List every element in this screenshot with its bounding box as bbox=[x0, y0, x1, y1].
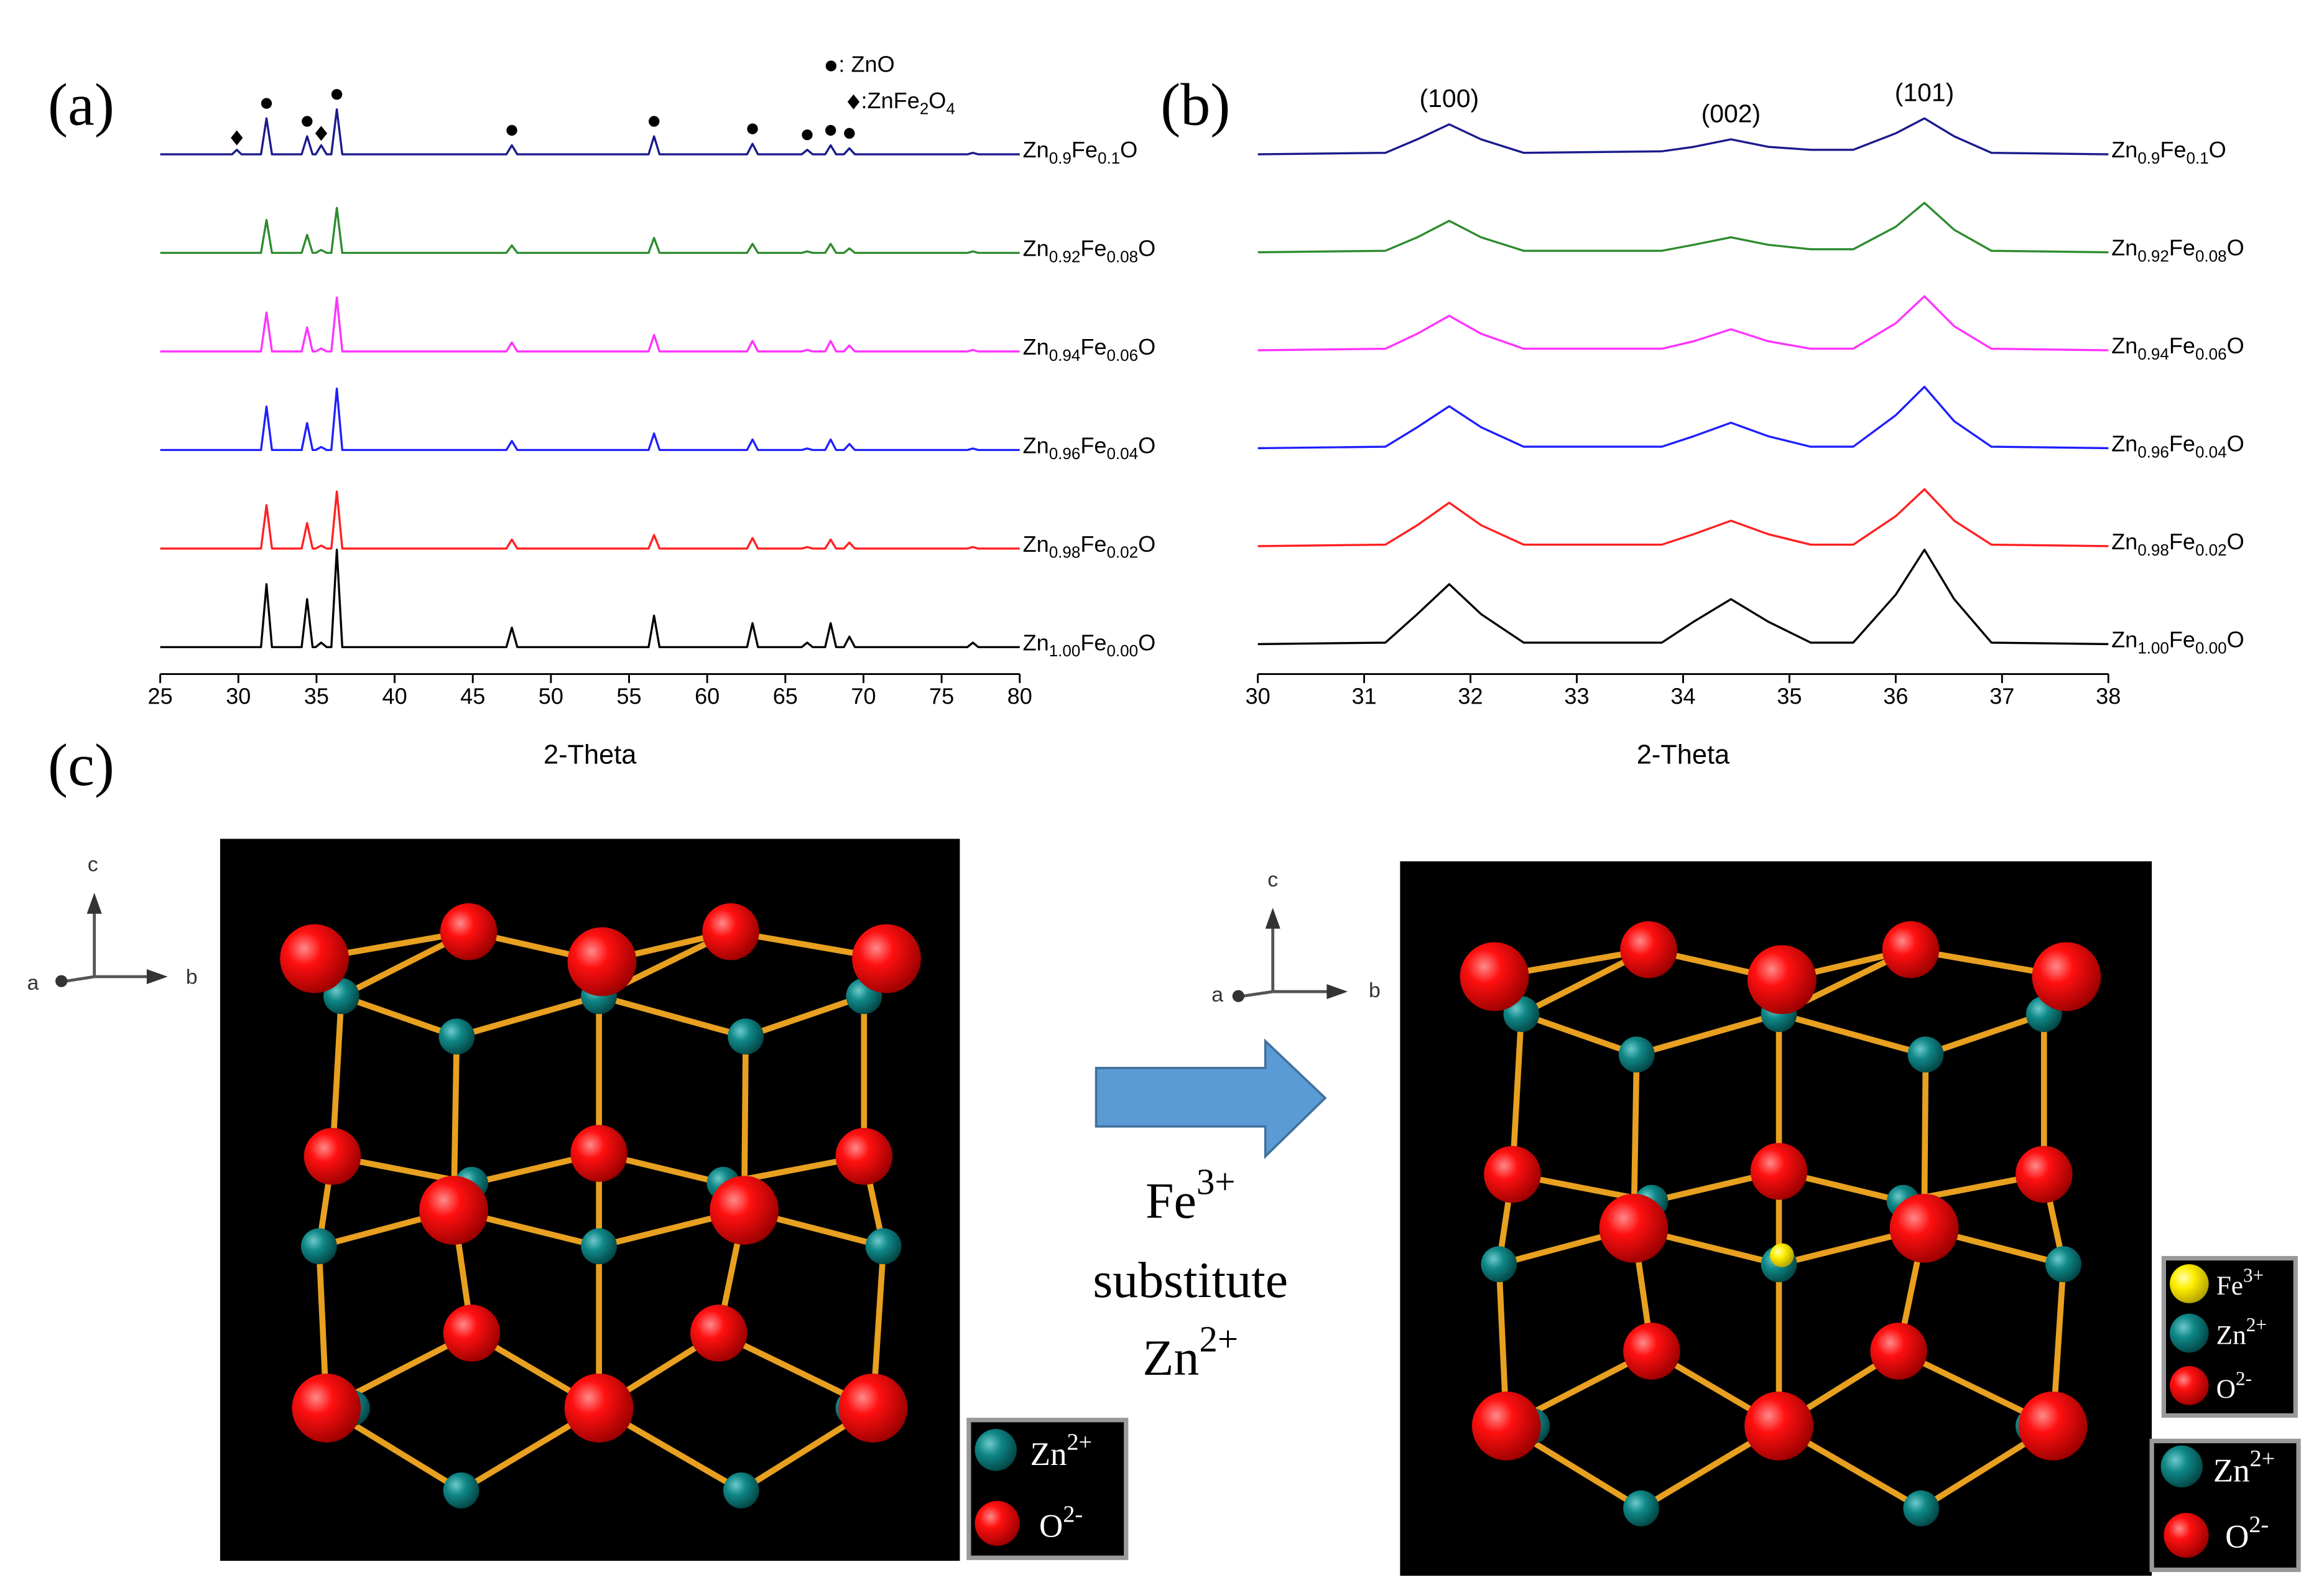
legend-text: Zn2+ bbox=[1030, 1429, 1092, 1472]
arrow-text: Fe3+ bbox=[1146, 1161, 1236, 1229]
series-line bbox=[1257, 386, 2109, 450]
axis-label: a bbox=[27, 971, 39, 995]
x-axis-label: 2-Theta bbox=[1637, 740, 1730, 770]
x-tick-label: 65 bbox=[773, 684, 798, 709]
series-line bbox=[160, 549, 1020, 648]
legend-marker bbox=[847, 94, 860, 109]
zno-marker bbox=[747, 123, 758, 134]
arrow bbox=[1095, 1038, 1327, 1160]
legend-text: O2- bbox=[2225, 1512, 2269, 1555]
fe-atom bbox=[1770, 1243, 1794, 1268]
x-tick-label: 37 bbox=[1989, 684, 2014, 709]
axis-label: b bbox=[186, 965, 198, 988]
arrow-text: substitute bbox=[1093, 1252, 1288, 1308]
axis-label: c bbox=[88, 853, 98, 877]
x-tick-label: 35 bbox=[1777, 684, 1802, 709]
x-tick-label: 30 bbox=[226, 684, 251, 709]
legend-swatch bbox=[2169, 1313, 2209, 1353]
x-tick-label: 30 bbox=[1246, 684, 1271, 709]
series-line bbox=[1257, 295, 2109, 351]
series-label: Zn1.00Fe0.00O bbox=[1023, 630, 1156, 660]
series-line bbox=[160, 296, 1020, 353]
series-line bbox=[160, 387, 1020, 452]
x-tick-label: 60 bbox=[695, 684, 720, 709]
series-label: Zn1.00Fe0.00O bbox=[2111, 626, 2244, 657]
legend-swatch bbox=[2169, 1264, 2209, 1303]
series-line bbox=[160, 207, 1020, 254]
zno-marker bbox=[844, 128, 855, 139]
x-tick-label: 34 bbox=[1670, 684, 1695, 709]
legend-swatch bbox=[975, 1429, 1017, 1471]
legend-swatch bbox=[975, 1500, 1020, 1546]
panel-label: (a) bbox=[48, 71, 114, 137]
series-label: Zn0.98Fe0.02O bbox=[2111, 529, 2244, 559]
zno-marker bbox=[261, 98, 272, 109]
series-label: Zn0.94Fe0.06O bbox=[2111, 333, 2244, 363]
series-label: Zn0.96Fe0.04O bbox=[2111, 430, 2244, 461]
legend-swatch bbox=[2160, 1445, 2203, 1488]
x-tick-label: 70 bbox=[851, 684, 876, 709]
series-label: Zn0.98Fe0.02O bbox=[1023, 531, 1156, 562]
axis-label: c bbox=[1267, 868, 1278, 891]
x-tick-label: 36 bbox=[1883, 684, 1908, 709]
peak-annotation: (002) bbox=[1701, 99, 1761, 128]
x-axis-label: 2-Theta bbox=[544, 740, 637, 770]
axes-glyph-left bbox=[55, 893, 168, 987]
legend-text: Zn2+ bbox=[2216, 1314, 2267, 1350]
series-label: Zn0.92Fe0.08O bbox=[2111, 235, 2244, 265]
legend-text: Fe3+ bbox=[2216, 1265, 2264, 1301]
series-label: Zn0.92Fe0.08O bbox=[1023, 235, 1156, 266]
zno-marker bbox=[825, 124, 836, 136]
series-line bbox=[1257, 488, 2109, 547]
legend-text: O2- bbox=[1039, 1501, 1083, 1545]
panel-label: (c) bbox=[48, 732, 114, 798]
x-tick-label: 45 bbox=[460, 684, 485, 709]
legend-swatch bbox=[2164, 1512, 2209, 1558]
series-label: Zn0.94Fe0.06O bbox=[1023, 334, 1156, 365]
zno-marker bbox=[302, 116, 313, 127]
zno-marker bbox=[506, 124, 517, 136]
x-tick-label: 31 bbox=[1351, 684, 1376, 709]
series-line bbox=[1257, 117, 2109, 156]
series-label: Zn0.9Fe0.1O bbox=[1023, 137, 1138, 167]
x-tick-label: 55 bbox=[616, 684, 641, 709]
x-tick-label: 33 bbox=[1564, 684, 1589, 709]
znfe2o4-marker bbox=[315, 126, 328, 141]
x-tick-label: 40 bbox=[382, 684, 407, 709]
zno-marker bbox=[802, 129, 813, 141]
x-tick-label: 38 bbox=[2096, 684, 2121, 709]
series-label: Zn0.9Fe0.1O bbox=[2111, 137, 2226, 167]
x-tick-label: 32 bbox=[1458, 684, 1483, 709]
legend-swatch bbox=[2169, 1366, 2209, 1405]
zno-marker bbox=[649, 116, 660, 127]
series-line bbox=[1257, 549, 2109, 646]
series-label: Zn0.96Fe0.04O bbox=[1023, 432, 1156, 463]
peak-annotation: (101) bbox=[1895, 78, 1955, 107]
series-line bbox=[160, 108, 1020, 156]
x-tick-label: 80 bbox=[1007, 684, 1032, 709]
peak-annotation: (100) bbox=[1420, 84, 1479, 113]
series-line bbox=[1257, 202, 2109, 254]
legend-text: : ZnO bbox=[838, 52, 894, 77]
x-tick-label: 50 bbox=[539, 684, 563, 709]
legend-marker bbox=[825, 60, 837, 72]
axis-label: a bbox=[1211, 983, 1223, 1007]
axis-label: b bbox=[1369, 979, 1381, 1002]
zno-marker bbox=[331, 89, 343, 100]
znfe2o4-marker bbox=[231, 130, 243, 146]
axes-glyph-right bbox=[1232, 908, 1348, 1002]
x-tick-label: 25 bbox=[148, 684, 173, 709]
legend-text: Zn2+ bbox=[2213, 1446, 2275, 1489]
panel-label: (b) bbox=[1160, 71, 1230, 137]
legend-text: O2- bbox=[2216, 1368, 2252, 1404]
series-line bbox=[160, 490, 1020, 550]
arrow-text: Zn2+ bbox=[1142, 1318, 1238, 1386]
x-tick-label: 35 bbox=[304, 684, 329, 709]
legend-text: :ZnFe2O4 bbox=[861, 87, 955, 118]
x-tick-label: 75 bbox=[929, 684, 954, 709]
